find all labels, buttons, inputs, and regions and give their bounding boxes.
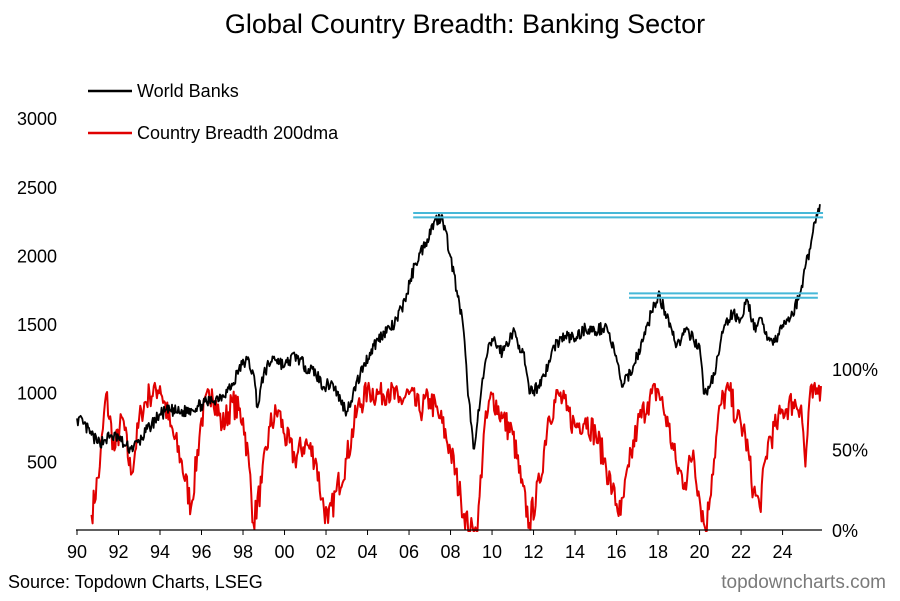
left-tick-label: 2500 [17,178,57,198]
x-tick-label: 96 [191,542,211,562]
x-tick-label: 04 [358,542,378,562]
left-tick-label: 1500 [17,315,57,335]
left-tick-label: 2000 [17,246,57,266]
x-tick-label: 92 [108,542,128,562]
x-tick-label: 00 [275,542,295,562]
x-tick-label: 98 [233,542,253,562]
legend: World Banks Country Breadth 200dma [88,81,339,143]
left-tick-label: 3000 [17,109,57,129]
x-tick-label: 12 [524,542,544,562]
resistance-lines [413,212,824,299]
x-tick-label: 24 [773,542,793,562]
chart-title: Global Country Breadth: Banking Sector [225,9,705,39]
brand-watermark: topdowncharts.com [721,572,886,593]
left-tick-label: 1000 [17,384,57,404]
right-tick-label: 100% [832,360,878,380]
x-tick-label: 22 [731,542,751,562]
source-note: Source: Topdown Charts, LSEG [8,572,263,592]
x-tick-label: 94 [150,542,170,562]
legend-label-banks: World Banks [137,81,239,101]
right-axis-ticks: 0% 50% 100% [832,360,878,541]
x-tick-label: 14 [565,542,585,562]
banks-series [76,204,821,454]
legend-label-breadth: Country Breadth 200dma [137,123,339,143]
left-tick-label: 500 [27,452,57,472]
x-tick-label: 10 [482,542,502,562]
right-tick-label: 0% [832,521,858,541]
banks-line [76,204,821,454]
x-tick-label: 16 [607,542,627,562]
right-tick-label: 50% [832,441,868,461]
x-tick-label: 90 [67,542,87,562]
x-tick-label: 06 [399,542,419,562]
x-tick-label: 18 [648,542,668,562]
x-axis-ticks: 90 92 94 96 98 00 02 04 06 08 10 12 14 16 18 20 22 24 [67,530,793,562]
x-tick-label: 02 [316,542,336,562]
left-axis-ticks: 500 1000 1500 2000 2500 3000 [17,109,57,472]
x-tick-label: 08 [441,542,461,562]
x-tick-label: 20 [690,542,710,562]
